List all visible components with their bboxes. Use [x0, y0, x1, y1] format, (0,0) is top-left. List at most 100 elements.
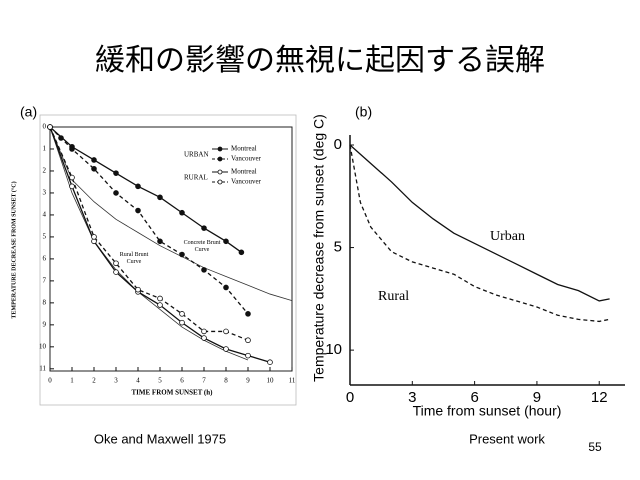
x-axis-label: Time from sunset (hour): [413, 403, 562, 419]
legend-label: Vancouver: [231, 155, 262, 163]
data-point: [157, 194, 163, 201]
data-point: [91, 157, 97, 163]
y-tick-label: 5: [43, 233, 47, 241]
data-point: [223, 328, 229, 335]
series-label: Urban: [490, 229, 525, 244]
y-tick-label: 3: [43, 189, 47, 197]
data-point: [113, 190, 119, 196]
caption: Oke and Maxwell 1975: [94, 431, 226, 446]
data-point: [113, 260, 119, 267]
brunt-curve: [49, 126, 293, 302]
data-point: [245, 337, 251, 344]
data-point: [238, 249, 245, 256]
y-tick-label: 1: [43, 145, 47, 153]
data-point: [69, 146, 75, 152]
caption: Present work: [469, 431, 545, 446]
legend-marker: [217, 156, 223, 162]
data-point: [201, 328, 207, 335]
series-line: [49, 126, 249, 341]
y-tick-label: 11: [39, 364, 46, 372]
y-tick-label: 0: [334, 136, 342, 153]
series-line: [49, 126, 249, 315]
data-point: [135, 183, 141, 190]
y-tick-label: 7: [43, 276, 47, 284]
panel-label: (b): [355, 104, 372, 120]
y-tick-label: 9: [43, 320, 47, 328]
curve-label: Concrete Brunt Curve: [183, 240, 221, 253]
data-point: [223, 346, 229, 352]
x-tick-label: 0: [346, 389, 354, 406]
data-point: [245, 311, 251, 317]
x-tick-label: 2: [92, 377, 96, 385]
brunt-curve: [49, 126, 249, 361]
data-point: [201, 225, 207, 231]
x-tick-label: 6: [470, 389, 478, 406]
legend-marker: [217, 179, 223, 185]
data-point: [69, 174, 75, 181]
legend-label: Montreal: [231, 145, 257, 153]
series-line: [349, 144, 610, 323]
y-tick-label: 10: [39, 342, 47, 350]
x-tick-label: 8: [224, 377, 228, 385]
page-number: 55: [588, 440, 602, 454]
legend-label: Vancouver: [231, 178, 262, 186]
x-tick-label: 3: [114, 377, 118, 385]
legend-marker: [217, 169, 223, 175]
legend-label: Montreal: [231, 168, 257, 176]
x-tick-label: 4: [136, 377, 140, 385]
y-tick-label: 6: [43, 255, 47, 263]
x-tick-label: 12: [591, 389, 608, 406]
x-tick-label: 11: [289, 377, 296, 385]
data-point: [91, 165, 97, 172]
legend-marker: [217, 146, 223, 152]
legend-group: URBAN: [184, 151, 209, 159]
y-tick-label: 2: [43, 167, 47, 175]
x-axis-label: TIME FROM SUNSET (h): [132, 389, 214, 397]
data-point: [245, 352, 251, 359]
data-point: [157, 302, 163, 308]
data-point: [157, 295, 163, 302]
data-point: [223, 284, 229, 291]
data-point: [58, 135, 64, 141]
y-tick-label: 10: [325, 341, 342, 358]
y-axis-label: Temperature decrease from sunset (deg C): [311, 114, 327, 382]
slide-title: 緩和の影響の無視に起因する誤解: [95, 44, 545, 77]
data-point: [113, 269, 119, 275]
data-point: [179, 251, 185, 258]
data-point: [47, 124, 53, 130]
data-point: [69, 183, 75, 190]
data-point: [157, 238, 163, 245]
x-tick-label: 3: [408, 389, 416, 406]
y-tick-label: 5: [334, 239, 342, 256]
x-tick-label: 9: [533, 389, 541, 406]
data-point: [179, 209, 185, 216]
series-line: [49, 126, 242, 253]
legend-group: RURAL: [184, 174, 208, 182]
data-point: [201, 335, 207, 341]
data-point: [201, 267, 207, 273]
data-point: [91, 234, 97, 240]
data-point: [179, 311, 185, 317]
y-tick-label: 0: [43, 123, 47, 131]
data-point: [179, 319, 185, 326]
series-label: Rural: [378, 289, 409, 304]
panel-label: (a): [20, 104, 37, 120]
x-tick-label: 7: [202, 377, 206, 385]
x-tick-label: 0: [48, 377, 52, 385]
x-tick-label: 10: [267, 377, 275, 385]
y-axis-label: TEMPERATURE DECREASE FROM SUNSET (°C): [10, 181, 17, 318]
figure-frame: [39, 114, 297, 406]
plot-frame: [49, 126, 293, 372]
x-tick-label: 5: [158, 377, 162, 385]
data-point: [135, 207, 141, 214]
x-tick-label: 9: [246, 377, 250, 385]
x-tick-label: 6: [180, 377, 184, 385]
data-point: [267, 359, 273, 366]
data-point: [113, 170, 119, 176]
x-tick-label: 1: [70, 377, 74, 385]
curve-label: Rural Brunt Curve: [119, 252, 149, 265]
data-point: [223, 238, 229, 245]
y-tick-label: 8: [43, 298, 47, 306]
